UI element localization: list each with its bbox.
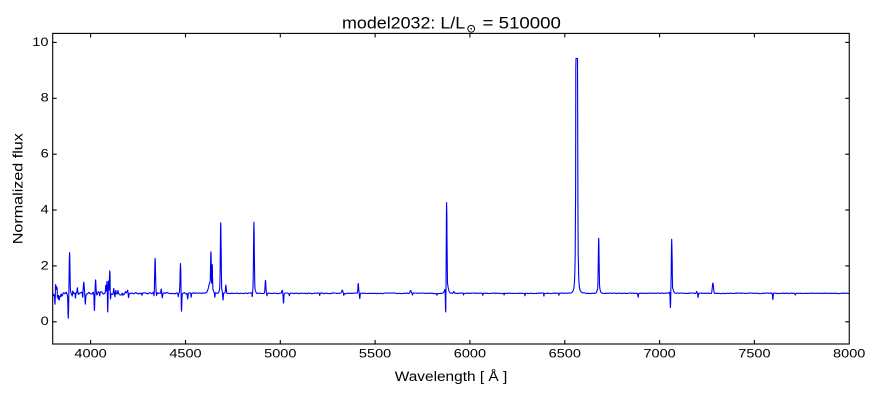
svg-text:10: 10 — [32, 35, 49, 49]
svg-text:6500: 6500 — [549, 347, 582, 361]
svg-text:6000: 6000 — [454, 347, 487, 361]
svg-text:7000: 7000 — [643, 347, 676, 361]
svg-text:0: 0 — [41, 314, 49, 328]
svg-text:5500: 5500 — [359, 347, 392, 361]
svg-text:7500: 7500 — [738, 347, 771, 361]
svg-text:= 510000: = 510000 — [483, 13, 561, 32]
svg-text:4500: 4500 — [169, 347, 202, 361]
svg-text:8000: 8000 — [833, 347, 866, 361]
svg-text:Wavelength [ Å ]: Wavelength [ Å ] — [395, 369, 508, 384]
svg-text:4: 4 — [41, 202, 49, 216]
svg-text:8: 8 — [41, 91, 49, 105]
svg-text:4000: 4000 — [74, 347, 107, 361]
svg-text:Normalized flux: Normalized flux — [11, 133, 26, 244]
svg-text:2: 2 — [41, 258, 49, 272]
svg-text:model2032: L/L: model2032: L/L — [342, 13, 465, 32]
svg-text:6: 6 — [41, 147, 49, 161]
svg-text:5000: 5000 — [264, 347, 297, 361]
